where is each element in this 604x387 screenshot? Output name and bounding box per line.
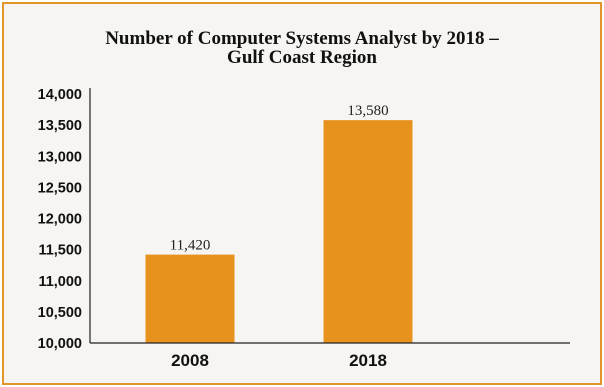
x-axis-ticks: 2008 2018 — [171, 351, 387, 370]
y-axis-ticks: 10,000 10,500 11,000 11,500 12,000 12,500 13,0… — [38, 87, 82, 352]
y-tick-label: 10,500 — [38, 305, 82, 321]
y-tick-label: 13,500 — [38, 118, 82, 134]
data-label-2008: 11,420 — [170, 238, 211, 254]
x-tick-label-2008: 2008 — [171, 351, 209, 370]
y-tick-label: 11,000 — [38, 274, 82, 290]
chart-title-line-1: Number of Computer Systems Analyst by 20… — [105, 28, 499, 49]
y-tick-label: 14,000 — [38, 87, 82, 103]
y-tick-label: 11,500 — [38, 243, 82, 259]
chart-title-line-2: Gulf Coast Region — [227, 47, 377, 68]
data-labels: 11,420 13,580 — [170, 103, 389, 253]
y-tick-label: 12,500 — [38, 180, 82, 196]
y-tick-label: 12,000 — [38, 212, 82, 228]
x-tick-label-2018: 2018 — [349, 351, 387, 370]
bar-2008 — [145, 254, 235, 343]
bar-2018 — [323, 120, 413, 344]
chart-title: Number of Computer Systems Analyst by 20… — [0, 29, 604, 67]
y-tick-label: 13,000 — [38, 149, 82, 165]
bars — [145, 120, 413, 344]
data-label-2018: 13,580 — [347, 103, 388, 119]
y-tick-label: 10,000 — [38, 336, 82, 352]
